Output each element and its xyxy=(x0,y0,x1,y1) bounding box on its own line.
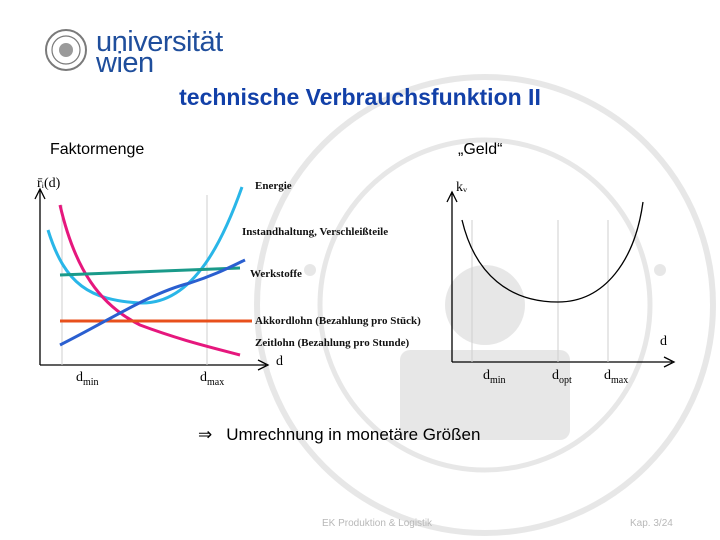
cost-curve xyxy=(461,201,644,303)
right-tick-dopt: dopt xyxy=(552,368,572,386)
label-instandhaltung: Instandhaltung, Verschleißteile xyxy=(242,226,389,238)
left-tick-dmin: dmin xyxy=(76,370,99,388)
x-axis-arrow xyxy=(663,356,676,368)
seal-watermark-icon xyxy=(254,74,716,536)
label-zeitlohn: Zeitlohn (Bezahlung pro Stunde) xyxy=(255,337,410,349)
slide-title: technische Verbrauchsfunktion II xyxy=(179,84,541,110)
curve-energie xyxy=(46,186,244,305)
footer-course-name: EK Produktion & Logistik xyxy=(322,518,433,529)
curve-zeitlohn xyxy=(59,258,246,347)
curve-instandhaltung xyxy=(58,204,241,357)
y-axis-arrow xyxy=(34,187,46,200)
logo-university-text: universität xyxy=(96,26,223,58)
left-tick-dmax: dmax xyxy=(200,370,225,388)
x-axis-arrow xyxy=(257,359,270,371)
label-akkordlohn: Akkordlohn (Bezahlung pro Stück) xyxy=(255,315,421,327)
university-seal-icon xyxy=(45,29,87,71)
implies-icon: ⇒ xyxy=(198,425,213,444)
money-cost-chart xyxy=(446,190,676,368)
label-werkstoffe: Werkstoffe xyxy=(250,268,302,280)
curve-werkstoffe xyxy=(59,266,241,277)
logo-wien-text: wien xyxy=(96,47,154,79)
right-column-label: „Geld“ xyxy=(458,141,503,158)
y-axis-arrow xyxy=(446,190,458,203)
label-energie: Energie xyxy=(255,180,292,192)
conversion-note: ⇒ Umrechnung in monetäre Größen xyxy=(198,425,480,445)
left-y-axis-label: r̄ᵢ(d) xyxy=(37,176,61,191)
right-tick-dmax: dmax xyxy=(604,368,629,386)
conversion-note-text: Umrechnung in monetäre Größen xyxy=(226,425,481,444)
right-y-axis-label: kᵥ xyxy=(456,180,468,195)
left-column-label: Faktormenge xyxy=(50,141,145,158)
left-x-axis-label: d xyxy=(276,354,283,369)
right-tick-dmin: dmin xyxy=(483,368,506,386)
factor-quantity-chart xyxy=(34,186,270,371)
right-x-axis-label: d xyxy=(660,334,667,349)
footer-page-number: Kap. 3/24 xyxy=(630,518,673,529)
